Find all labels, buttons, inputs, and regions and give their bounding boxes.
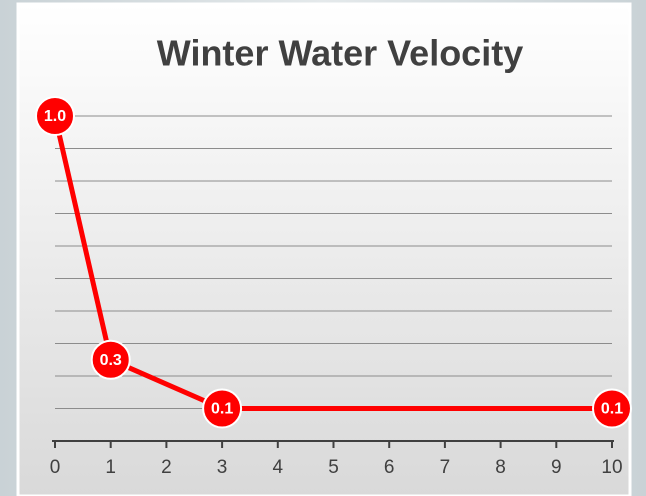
x-tick-label: 1 bbox=[105, 457, 116, 478]
data-point bbox=[592, 388, 632, 429]
data-label: 0.3 bbox=[100, 352, 122, 369]
x-tick-label: 7 bbox=[440, 457, 451, 478]
data-label: 0.1 bbox=[601, 401, 623, 418]
data-point bbox=[90, 339, 131, 380]
x-tick-label: 0 bbox=[50, 457, 61, 478]
chart-title: Winter Water Velocity bbox=[157, 33, 523, 74]
x-tick-label: 2 bbox=[161, 457, 172, 478]
x-tick-label: 3 bbox=[217, 457, 228, 478]
x-tick-label: 4 bbox=[273, 457, 284, 478]
data-point bbox=[202, 388, 243, 429]
data-label: 0.1 bbox=[211, 401, 233, 418]
x-tick-label: 10 bbox=[601, 457, 622, 478]
x-tick-label: 6 bbox=[384, 457, 395, 478]
x-tick-label: 5 bbox=[328, 457, 339, 478]
data-label: 1.0 bbox=[44, 108, 66, 125]
data-point bbox=[35, 96, 75, 136]
plot-panel bbox=[16, 2, 632, 496]
data-line bbox=[52, 115, 612, 411]
x-tick-label: 8 bbox=[495, 457, 506, 478]
x-tick-label: 9 bbox=[551, 457, 562, 478]
